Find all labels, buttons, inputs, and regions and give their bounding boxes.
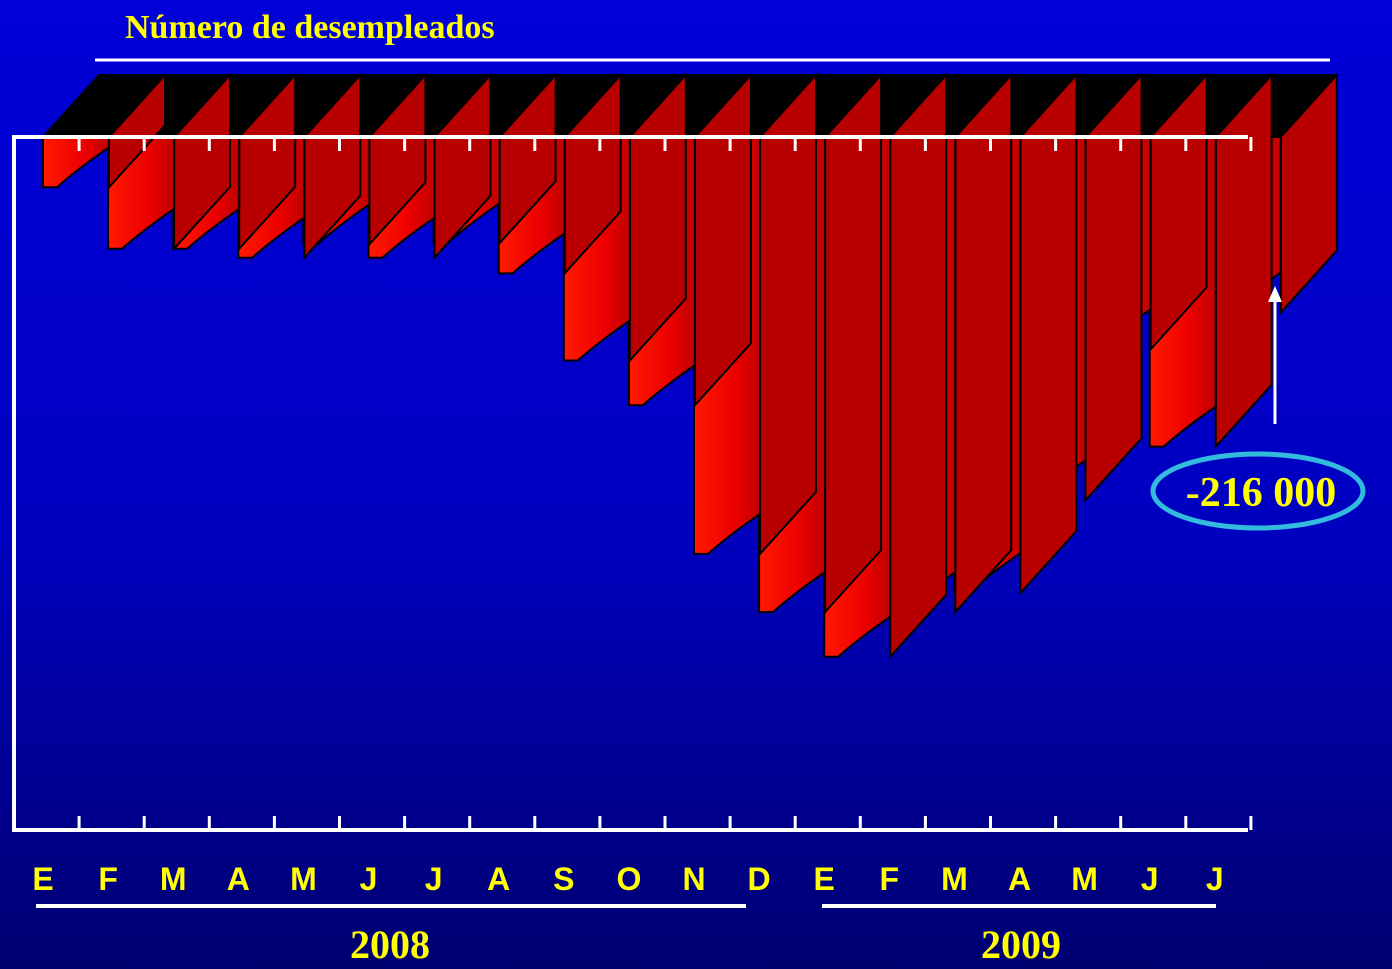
month-label-9: O — [616, 861, 641, 897]
month-label-2: M — [160, 861, 187, 897]
bar-front-face — [42, 136, 110, 189]
month-label-12: E — [814, 861, 835, 897]
month-label-13: F — [880, 861, 900, 897]
callout-label: -216 000 — [1186, 470, 1337, 516]
month-label-1: F — [98, 861, 118, 897]
month-label-0: E — [32, 861, 53, 897]
month-label-7: A — [487, 861, 510, 897]
bar-side-face — [824, 72, 883, 615]
month-label-10: N — [682, 861, 705, 897]
month-label-17: J — [1141, 861, 1159, 897]
callout-ring — [1150, 451, 1366, 531]
month-label-11: D — [748, 861, 771, 897]
bar-side-face — [759, 72, 817, 557]
year-label-2008: 2008 — [350, 922, 430, 967]
month-label-6: J — [425, 861, 443, 897]
bar-side-face — [1019, 72, 1078, 596]
month-label-14: M — [941, 861, 968, 897]
bars-group — [40, 72, 1340, 660]
month-label-8: S — [553, 861, 574, 897]
month-label-3: A — [227, 861, 250, 897]
month-label-15: A — [1008, 861, 1031, 897]
bar-side-face — [1214, 72, 1273, 450]
month-label-4: M — [290, 861, 317, 897]
callout: -216 000 — [1150, 286, 1366, 531]
bar-0 — [40, 72, 168, 190]
callout-arrow-head — [1268, 286, 1282, 302]
bar-side-face — [173, 72, 232, 252]
bar-side-face — [889, 72, 948, 660]
bar-side-face — [368, 72, 427, 247]
month-label-5: J — [360, 861, 378, 897]
month-label-18: J — [1206, 861, 1224, 897]
year-label-2009: 2009 — [981, 922, 1061, 967]
bar-side-face — [954, 72, 1013, 615]
month-label-16: M — [1071, 861, 1098, 897]
chart-title: Número de desempleados — [125, 9, 495, 46]
bar-side-face — [238, 72, 297, 252]
axes-group — [12, 135, 1253, 832]
bar-side-face — [498, 72, 557, 246]
bar-side-face — [108, 72, 166, 190]
